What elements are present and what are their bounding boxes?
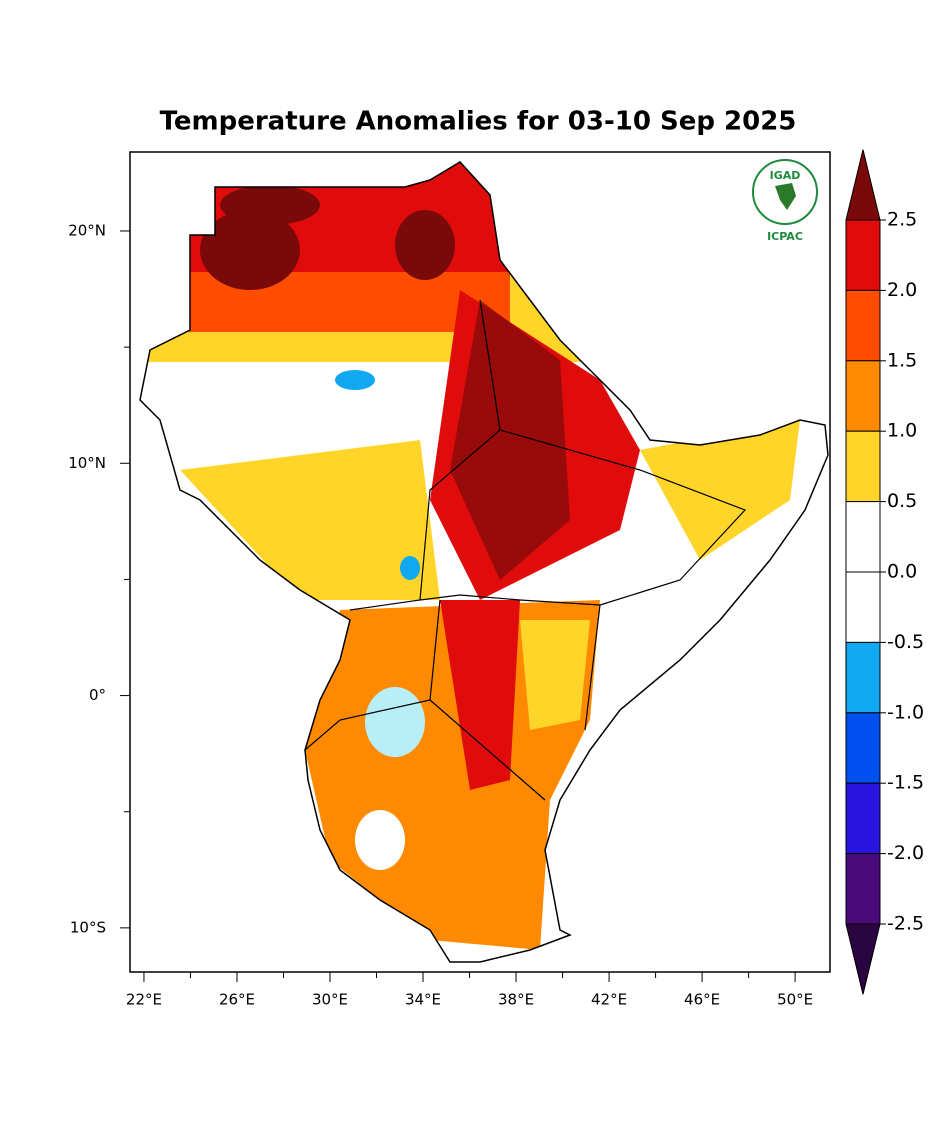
colorbar-label: 1.5 [887, 349, 917, 371]
colorbar-label: -0.5 [887, 631, 924, 653]
colorbar-label: -1.5 [887, 772, 924, 794]
colorbar-segment [845, 782, 881, 855]
colorbar-label: 0.0 [887, 561, 917, 583]
colorbar-label: 1.0 [887, 420, 917, 442]
x-tick-label: 26°E [219, 991, 255, 1009]
y-tick-label: 0° [89, 686, 106, 704]
x-tick-label: 30°E [312, 991, 348, 1009]
colorbar-label: -2.0 [887, 842, 924, 864]
x-tick-label: 38°E [498, 991, 534, 1009]
colorbar-label: -2.5 [887, 913, 924, 935]
y-tick-label: 10°S [70, 918, 106, 936]
borders [304, 299, 747, 801]
colorbar-label: 2.5 [887, 209, 917, 231]
colorbar-segment [845, 501, 881, 573]
colorbar-label: 0.5 [887, 490, 917, 512]
x-tick-label: 34°E [405, 991, 441, 1009]
colorbar-triangle [845, 923, 881, 995]
x-tick-label: 22°E [126, 991, 162, 1009]
logo-text: ICPAC [767, 230, 803, 243]
colorbar-label: -1.0 [887, 701, 924, 723]
colorbar-segment [845, 853, 881, 925]
colorbar-segment [845, 360, 881, 432]
colorbar-segment [845, 571, 881, 643]
y-tick-label: 20°N [68, 221, 106, 239]
y-tick-label: 10°N [68, 454, 106, 472]
colorbar-segment [845, 641, 881, 714]
colorbar-segment [845, 712, 881, 784]
map-title: Temperature Anomalies for 03-10 Sep 2025 [160, 107, 797, 137]
x-tick-label: 46°E [684, 991, 720, 1009]
colorbar-segment [845, 219, 881, 291]
logo-text: IGAD [770, 169, 801, 182]
colorbar-segment [845, 430, 881, 503]
colorbar-segment [845, 289, 881, 362]
colorbar-triangle [845, 149, 881, 221]
colorbar-label: 2.0 [887, 279, 917, 301]
x-tick-label: 50°E [777, 991, 813, 1009]
x-tick-label: 42°E [591, 991, 627, 1009]
anomaly-field [140, 162, 828, 962]
map-frame [129, 151, 831, 973]
logo-map [775, 183, 796, 210]
